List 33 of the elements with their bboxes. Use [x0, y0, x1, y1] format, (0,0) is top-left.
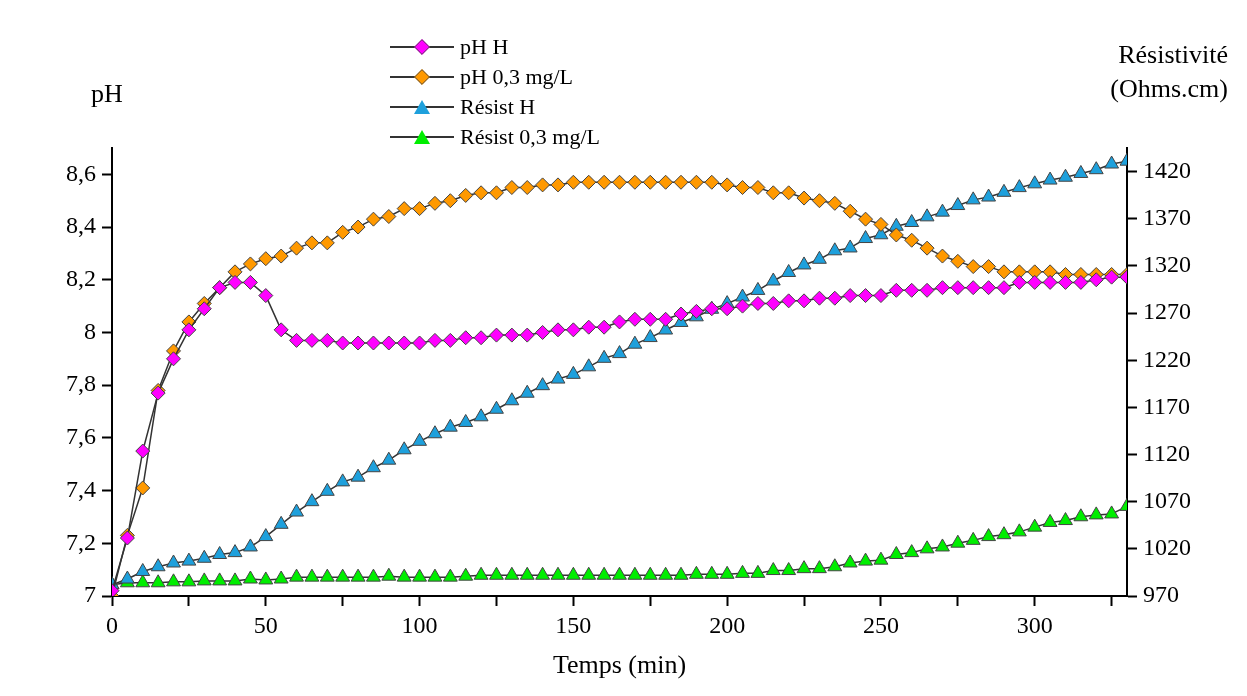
y-tick-label: 7,4 [66, 475, 96, 502]
legend-label: Résist H [460, 93, 536, 121]
x-axis-title: Temps (min) [552, 650, 687, 680]
x-tick-label: 150 [555, 611, 592, 638]
y2-tick-label: 1020 [1143, 534, 1191, 561]
y2-tick-label: 1170 [1143, 392, 1191, 419]
y-axis-title: pH [91, 79, 124, 108]
y-tick-label: 7,6 [66, 423, 96, 450]
y-tick-label: 7,8 [66, 370, 96, 397]
legend-label: pH H [460, 33, 509, 61]
y-tick-label: 8 [84, 317, 96, 344]
legend-label: pH 0,3 mg/L [460, 63, 574, 91]
y2-tick-label: 1120 [1143, 439, 1191, 466]
y-tick-label: 8,4 [66, 212, 96, 239]
x-tick-label: 300 [1016, 611, 1053, 638]
y-tick-label: 7,2 [66, 528, 96, 555]
x-tick-label: 100 [401, 611, 438, 638]
y2-tick-label: 1220 [1143, 345, 1191, 372]
x-tick-label: 250 [862, 611, 899, 638]
x-tick-label: 200 [709, 611, 746, 638]
y2-tick-label: 1270 [1143, 298, 1191, 325]
y2-tick-label: 1370 [1143, 204, 1191, 231]
x-tick-label: 50 [253, 611, 278, 638]
y2-tick-label: 1420 [1143, 156, 1191, 183]
y2-tick-label: 1070 [1143, 486, 1191, 513]
x-tick-label: 0 [106, 611, 118, 638]
y-tick-label: 7 [84, 581, 96, 608]
y2-tick-label: 1320 [1143, 251, 1191, 278]
legend-label: Résist 0,3 mg/L [460, 123, 600, 151]
y-tick-label: 8,6 [66, 159, 96, 186]
y2-tick-label: 970 [1143, 581, 1179, 608]
y2-axis-title: Résistivité (Ohms.cm) [1110, 40, 1228, 103]
y-tick-label: 8,2 [66, 265, 96, 292]
